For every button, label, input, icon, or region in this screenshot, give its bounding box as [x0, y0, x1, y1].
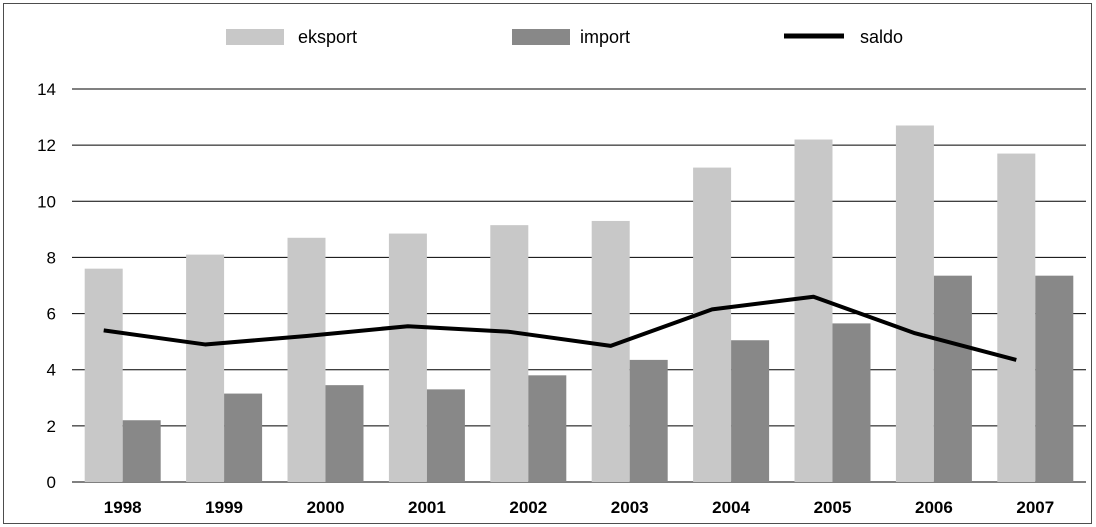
- legend-label-eksport: eksport: [298, 27, 357, 47]
- bar-eksport-1998: [84, 268, 123, 482]
- y-tick-label: 8: [47, 248, 56, 267]
- bar-eksport-2005: [794, 139, 833, 482]
- y-tick-label: 12: [37, 136, 56, 155]
- bar-import-2002: [528, 375, 567, 482]
- combo-chart: 0 2 4 6 8 10 12 14 1998 1999 2000 2001 2002 2003 2004…: [37, 27, 1086, 517]
- bar-eksport-2003: [591, 220, 630, 482]
- bar-eksport-2006: [895, 125, 934, 482]
- bar-eksport-2002: [490, 225, 529, 482]
- y-tick-label: 10: [37, 192, 56, 211]
- y-tick-label: 14: [37, 80, 56, 99]
- x-tick-label: 2005: [814, 498, 852, 517]
- bar-import-1998: [122, 420, 161, 482]
- y-tick-label: 2: [47, 417, 56, 436]
- x-tick-label: 2007: [1016, 498, 1054, 517]
- y-tick-label: 0: [47, 473, 56, 492]
- bar-import-2007: [1035, 275, 1074, 482]
- bar-eksport-2000: [287, 237, 326, 482]
- bars: [84, 125, 1074, 483]
- chart-frame: 0 2 4 6 8 10 12 14 1998 1999 2000 2001 2002 2003 2004…: [3, 3, 1092, 524]
- bar-import-2004: [731, 340, 770, 482]
- x-tick-label: 2006: [915, 498, 953, 517]
- bar-import-2005: [832, 323, 871, 482]
- x-tick-label: 1998: [104, 498, 142, 517]
- legend-label-import: import: [580, 27, 630, 47]
- bar-eksport-2007: [997, 153, 1036, 483]
- bar-import-2003: [629, 359, 668, 482]
- x-axis-ticks: 1998 1999 2000 2001 2002 2003 2004 2005 2006 2007: [104, 498, 1054, 517]
- legend: eksport import saldo: [226, 27, 903, 47]
- x-tick-label: 2001: [408, 498, 446, 517]
- legend-swatch-eksport: [226, 29, 284, 45]
- legend-swatch-import: [512, 29, 570, 45]
- y-tick-label: 4: [47, 361, 56, 380]
- line-saldo: [103, 294, 1017, 362]
- x-tick-label: 2002: [509, 498, 547, 517]
- bar-import-2006: [933, 275, 972, 482]
- x-tick-label: 2003: [611, 498, 649, 517]
- bar-import-2000: [325, 385, 364, 482]
- x-tick-label: 2004: [712, 498, 750, 517]
- bar-import-2001: [426, 389, 465, 482]
- bar-eksport-2004: [693, 167, 732, 482]
- legend-label-saldo: saldo: [860, 27, 903, 47]
- x-tick-label: 2000: [307, 498, 345, 517]
- y-tick-label: 6: [47, 305, 56, 324]
- saldo-line-layer: [103, 294, 1017, 362]
- bar-eksport-1999: [186, 254, 225, 482]
- bar-import-1999: [224, 393, 263, 482]
- x-tick-label: 1999: [205, 498, 243, 517]
- bar-eksport-2001: [388, 233, 427, 482]
- y-axis-ticks: 0 2 4 6 8 10 12 14: [37, 80, 56, 492]
